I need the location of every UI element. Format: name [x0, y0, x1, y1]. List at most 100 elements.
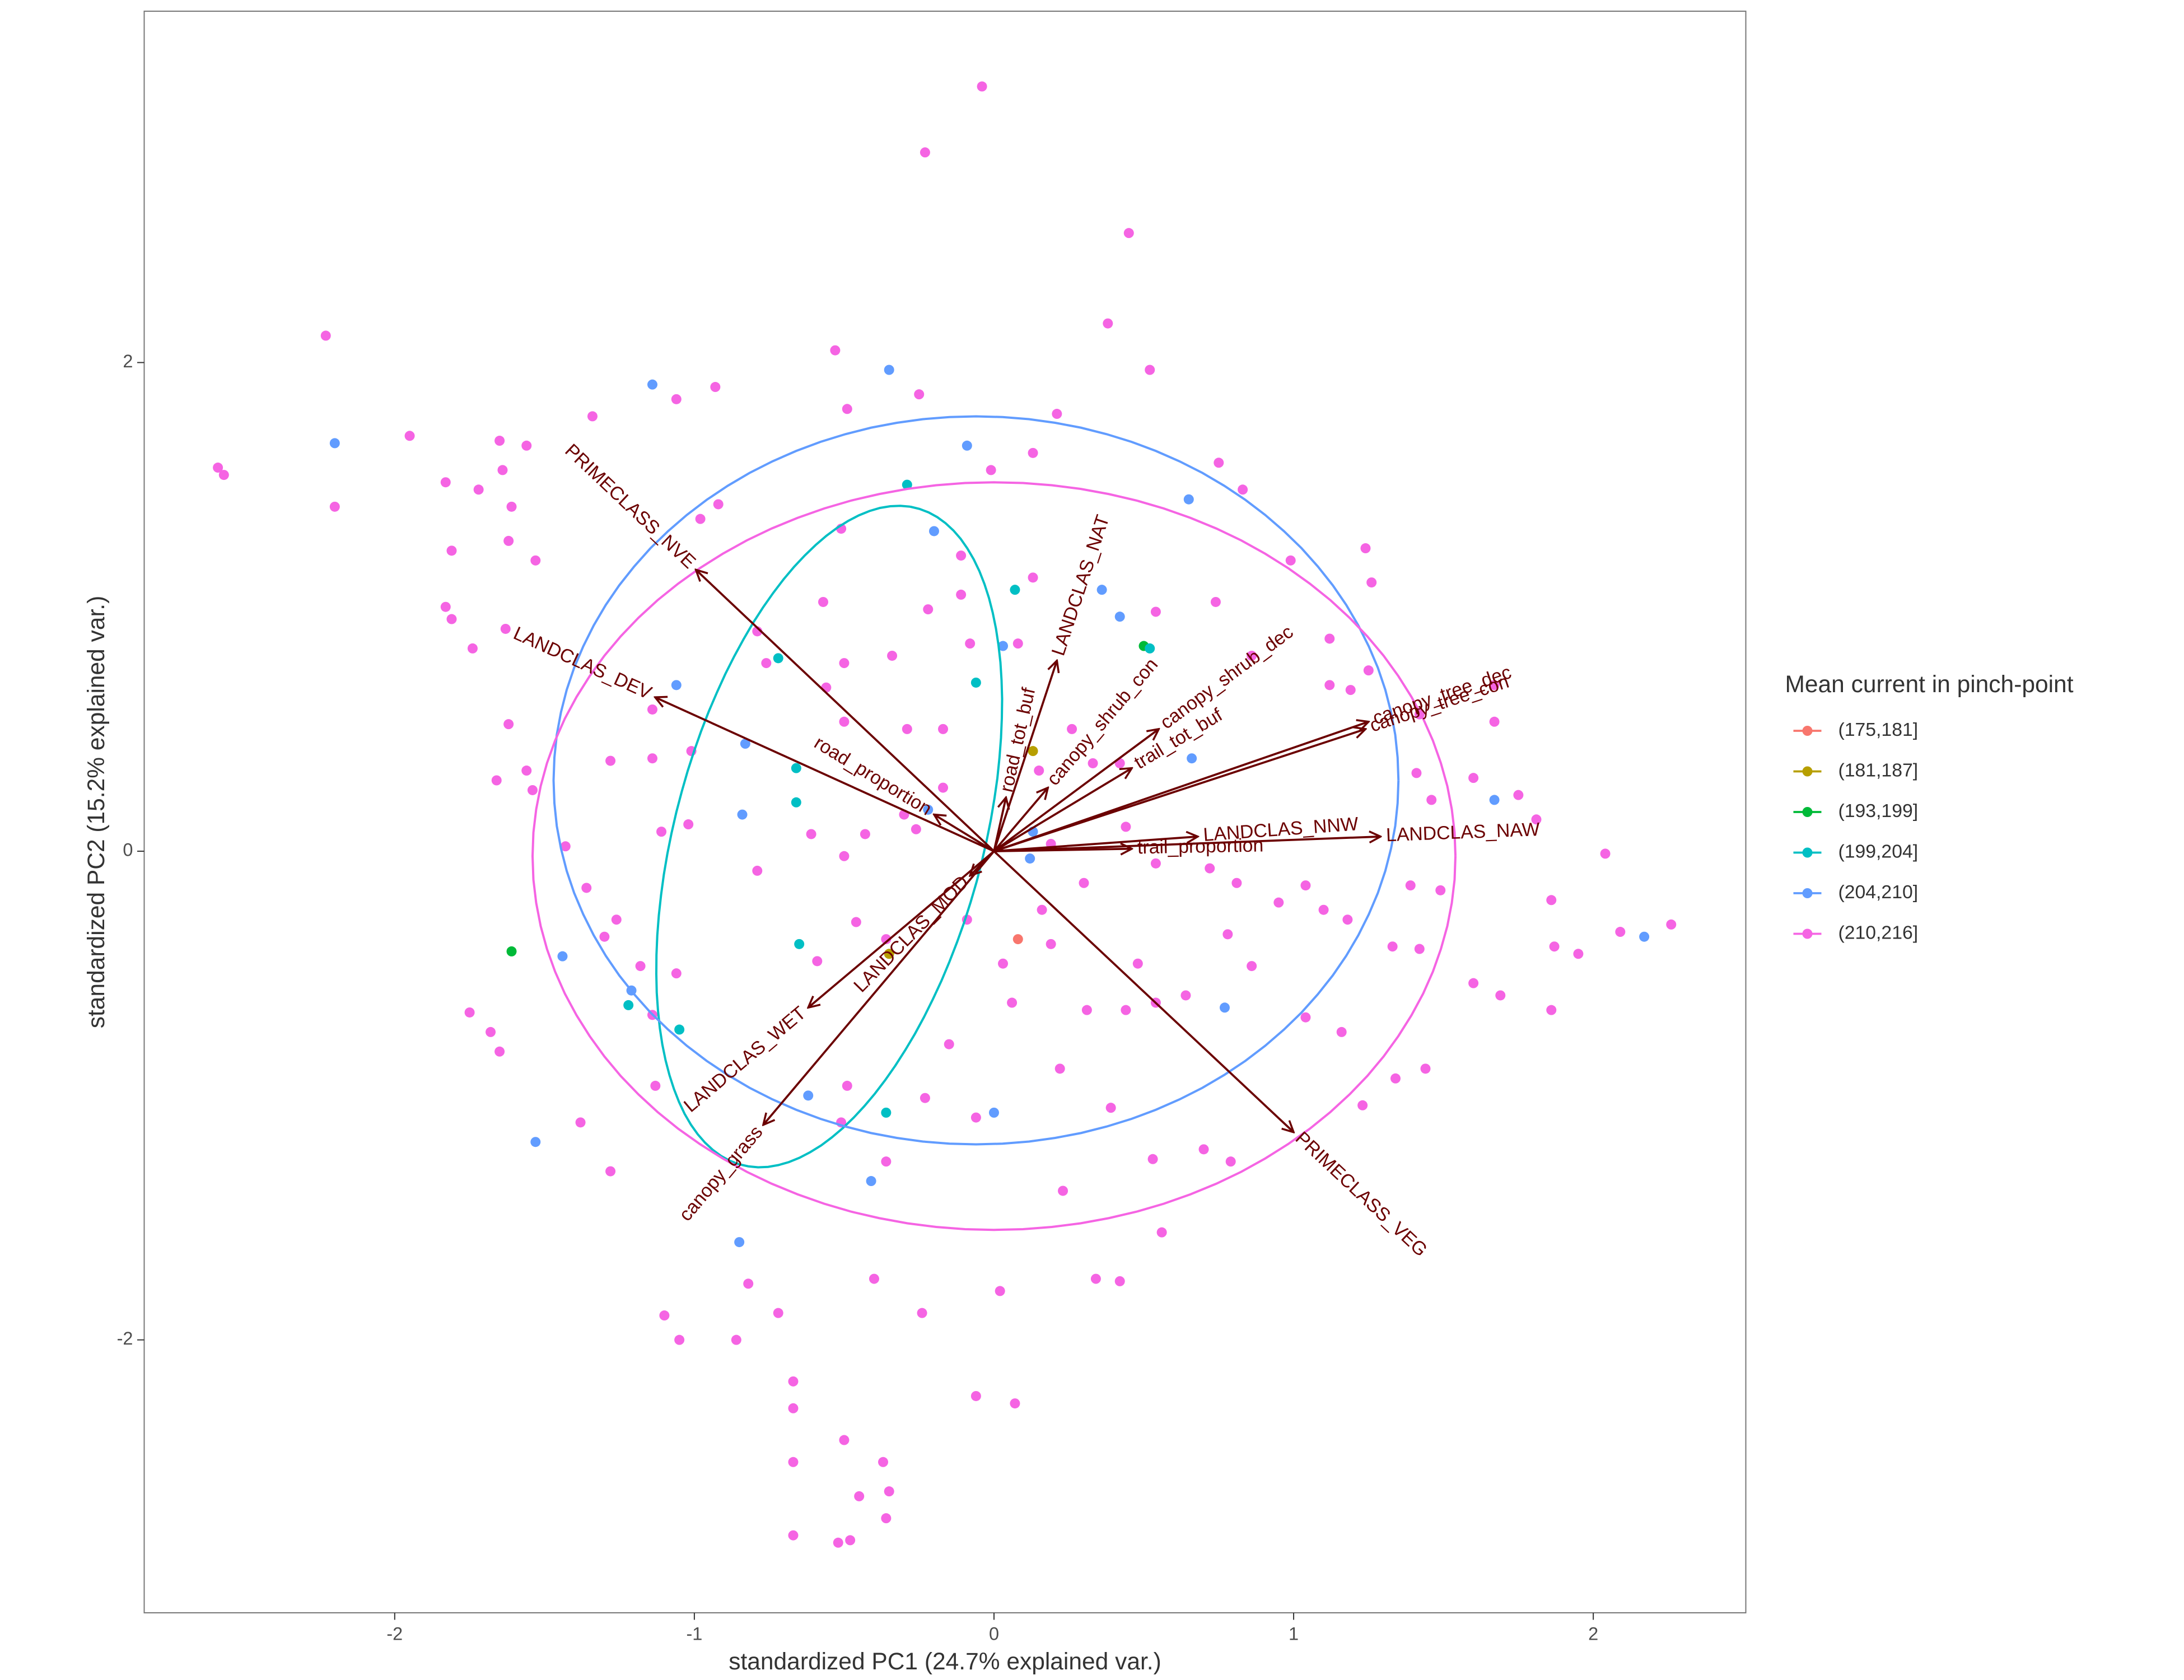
point [1222, 929, 1233, 940]
point [650, 1080, 661, 1091]
point [575, 1117, 586, 1128]
point [1103, 318, 1113, 329]
point [1426, 795, 1437, 805]
point [1183, 494, 1194, 505]
point [854, 1491, 865, 1501]
point [1546, 1005, 1557, 1015]
point [1405, 880, 1416, 891]
point [647, 704, 657, 715]
point [1187, 753, 1197, 764]
point [956, 589, 967, 600]
x-axis-title: standardized PC1 (24.7% explained var.) [729, 1649, 1161, 1675]
point [1420, 1063, 1431, 1074]
point [1150, 606, 1161, 617]
point [1079, 878, 1089, 888]
point [752, 865, 763, 876]
point [557, 951, 568, 962]
point [1028, 572, 1038, 583]
legend-title: Mean current in pinch-point [1785, 671, 2074, 698]
point [1132, 958, 1143, 969]
point [1007, 997, 1018, 1008]
legend-marker [1802, 807, 1813, 818]
point [1531, 814, 1542, 825]
point [1058, 1186, 1068, 1196]
point [1360, 543, 1371, 554]
group-ellipse [552, 415, 1400, 1146]
point [914, 389, 925, 400]
point [920, 1093, 930, 1103]
point [1067, 724, 1077, 734]
x-tick-label: 0 [989, 1624, 999, 1644]
point [1324, 680, 1335, 690]
point [830, 345, 841, 356]
point [1105, 1103, 1116, 1113]
point [1495, 990, 1506, 1001]
legend-marker [1802, 888, 1813, 899]
point [1012, 638, 1023, 649]
point [218, 470, 229, 480]
point [1121, 822, 1131, 832]
point [473, 484, 484, 495]
point [581, 883, 592, 893]
point [503, 719, 514, 730]
y-tick-label: 2 [123, 351, 133, 371]
point [494, 1046, 505, 1057]
point [962, 440, 972, 451]
point [506, 946, 517, 956]
point [1205, 863, 1215, 874]
point [1180, 990, 1191, 1001]
legend-label: (210,216] [1838, 922, 1919, 943]
point [521, 440, 532, 451]
point [965, 638, 976, 649]
legend-marker [1802, 928, 1813, 939]
x-tick-label: -1 [686, 1624, 702, 1644]
point [911, 824, 921, 834]
point [1639, 931, 1650, 942]
point [506, 501, 517, 512]
point [884, 949, 894, 959]
point [878, 1457, 889, 1467]
point [731, 1334, 741, 1345]
point [1468, 978, 1479, 988]
point [902, 479, 912, 490]
point [1231, 878, 1242, 888]
point [1114, 612, 1125, 622]
point [1513, 790, 1524, 800]
x-tick-label: -2 [386, 1624, 403, 1644]
loading-arrow [808, 850, 995, 1007]
point [671, 968, 682, 979]
legend-label: (175,181] [1838, 719, 1919, 740]
point [1600, 848, 1611, 859]
point [845, 1535, 856, 1546]
point [881, 1107, 892, 1118]
loading-arrow [934, 815, 995, 852]
point [1414, 944, 1425, 954]
point [1046, 939, 1056, 949]
point [866, 1176, 876, 1187]
point [503, 535, 514, 546]
point [1285, 555, 1296, 566]
point [1088, 758, 1098, 768]
legend-label: (204,210] [1838, 881, 1919, 903]
loading-arrow [993, 837, 1380, 852]
loading-arrow [763, 850, 995, 1125]
point [1214, 458, 1224, 468]
point [773, 653, 783, 664]
point [970, 1390, 981, 1401]
point [887, 650, 898, 661]
point [1121, 1005, 1131, 1015]
point [1546, 895, 1557, 906]
point [1114, 1276, 1125, 1286]
point [647, 379, 657, 390]
point [1345, 685, 1356, 696]
point [881, 1513, 892, 1524]
point [329, 438, 340, 449]
point [881, 934, 892, 945]
point [1300, 880, 1311, 891]
point [213, 463, 223, 473]
point [605, 755, 616, 766]
point [1435, 885, 1446, 895]
point [446, 545, 457, 556]
point [1573, 949, 1584, 959]
point [320, 330, 331, 341]
